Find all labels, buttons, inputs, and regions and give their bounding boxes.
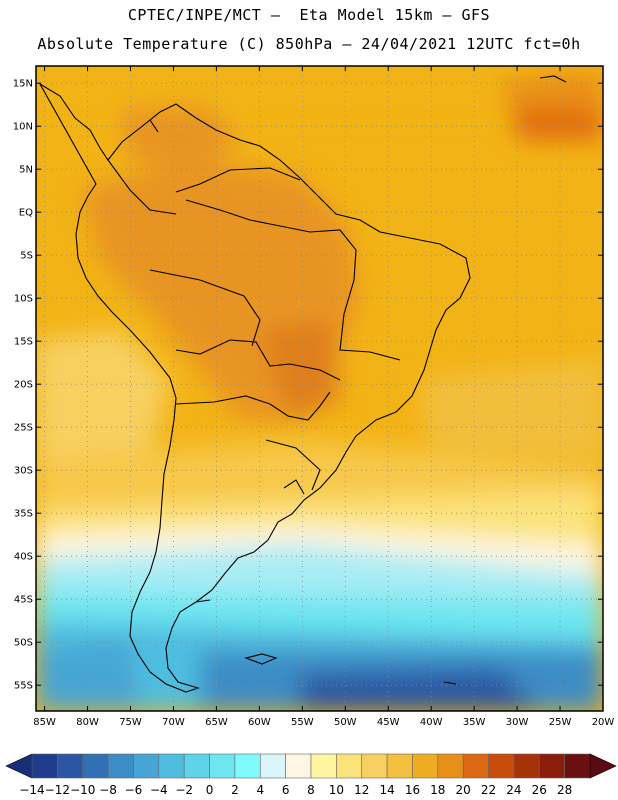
- longitude-axis: 85W 80W 75W 70W 65W 60W 55W 50W 45W 40W 35W 30W 25W 2…: [33, 66, 614, 728]
- colorbar-label: −12: [45, 783, 70, 797]
- colorbar-label: 18: [430, 783, 445, 797]
- colorbar-swatch: [234, 753, 261, 779]
- lat-label: 10N: [13, 122, 33, 133]
- lat-label: 15N: [13, 79, 33, 90]
- colorbar-swatch: [259, 753, 286, 779]
- colorbar-label: −14: [19, 783, 44, 797]
- lat-label: 20S: [14, 380, 33, 391]
- colorbar-swatch: [107, 753, 134, 779]
- colorbar-swatch: [564, 753, 591, 779]
- colorbar-swatch: [183, 753, 210, 779]
- colorbar-swatch: [386, 753, 413, 779]
- map-frame: [35, 65, 604, 712]
- colorbar-arrow-low: [5, 753, 33, 779]
- colorbar-label: 4: [256, 783, 264, 797]
- lon-label: 35W: [463, 717, 486, 728]
- colorbar-swatch: [538, 753, 565, 779]
- colorbar-swatch: [31, 753, 58, 779]
- lon-label: 55W: [291, 717, 314, 728]
- lon-label: 20W: [592, 717, 615, 728]
- colorbar-arrow-high: [589, 753, 617, 779]
- colorbar-swatch: [513, 753, 540, 779]
- lat-label: 25S: [14, 423, 33, 434]
- lon-label: 75W: [119, 717, 142, 728]
- colorbar-swatch: [462, 753, 489, 779]
- colorbar-label: −10: [70, 783, 95, 797]
- colorbar-label: 22: [481, 783, 496, 797]
- colorbar-label: −2: [175, 783, 193, 797]
- colorbar-swatch: [361, 753, 388, 779]
- lon-label: 50W: [334, 717, 357, 728]
- colorbar-label: 26: [532, 783, 547, 797]
- title-variable: Absolute Temperature (C) 850hPa — 24/04/…: [37, 35, 581, 53]
- lat-label: 40S: [14, 552, 33, 563]
- colorbar-swatch: [488, 753, 515, 779]
- latitude-axis: 15N 10N 5N EQ 5S 10S 15S 20S 25S 30S 35S 40S 45S 50S 5…: [13, 79, 603, 692]
- temperature-field: [36, 66, 603, 711]
- colorbar-label: 28: [557, 783, 572, 797]
- colorbar-swatch: [336, 753, 363, 779]
- lon-label: 40W: [420, 717, 443, 728]
- colorbar-label: −4: [150, 783, 168, 797]
- colorbar-label: 6: [282, 783, 290, 797]
- colorbar-swatch: [158, 753, 185, 779]
- lat-label: EQ: [19, 208, 33, 219]
- title-model: CPTEC/INPE/MCT — Eta Model 15km — GFS: [127, 6, 491, 24]
- colorbar-label: −8: [99, 783, 117, 797]
- lat-label: 55S: [14, 681, 33, 692]
- colorbar-swatch: [310, 753, 337, 779]
- lat-label: 10S: [14, 294, 33, 305]
- colorbar-swatch: [57, 753, 84, 779]
- colorbar-label: 2: [231, 783, 239, 797]
- lon-label: 85W: [33, 717, 56, 728]
- lat-label: 45S: [14, 595, 33, 606]
- colorbar-swatch: [437, 753, 464, 779]
- colorbar-label: 16: [405, 783, 420, 797]
- colorbar-label: 12: [354, 783, 369, 797]
- colorbar-label: 10: [329, 783, 344, 797]
- colorbar-labels: −14 −12 −10 −8 −6 −4 −2 0 2 4 6 8 10 12 14 16 18 20 22 24 26…: [19, 783, 572, 797]
- coastline: [38, 75, 567, 693]
- colorbar-swatch: [412, 753, 439, 779]
- lon-label: 45W: [377, 717, 400, 728]
- colorbar-swatch: [82, 753, 109, 779]
- colorbar-label: 20: [456, 783, 471, 797]
- colorbar-label: 14: [379, 783, 394, 797]
- colorbar-label: −6: [125, 783, 143, 797]
- colorbar-swatch: [285, 753, 312, 779]
- lon-label: 65W: [205, 717, 228, 728]
- colorbar-label: 0: [206, 783, 214, 797]
- lon-label: 60W: [248, 717, 271, 728]
- lat-label: 50S: [14, 638, 33, 649]
- lat-label: 15S: [14, 337, 33, 348]
- colorbar-label: 8: [307, 783, 315, 797]
- colorbar-swatch: [133, 753, 160, 779]
- colorbar-label: 24: [506, 783, 521, 797]
- lat-label: 35S: [14, 509, 33, 520]
- lon-label: 70W: [162, 717, 185, 728]
- lon-label: 80W: [76, 717, 99, 728]
- colorbar: [5, 753, 617, 779]
- lat-label: 5S: [20, 251, 33, 262]
- colorbar-swatch: [209, 753, 236, 779]
- lat-label: 30S: [14, 466, 33, 477]
- lon-label: 30W: [506, 717, 529, 728]
- lat-label: 5N: [19, 165, 33, 176]
- lon-label: 25W: [549, 717, 572, 728]
